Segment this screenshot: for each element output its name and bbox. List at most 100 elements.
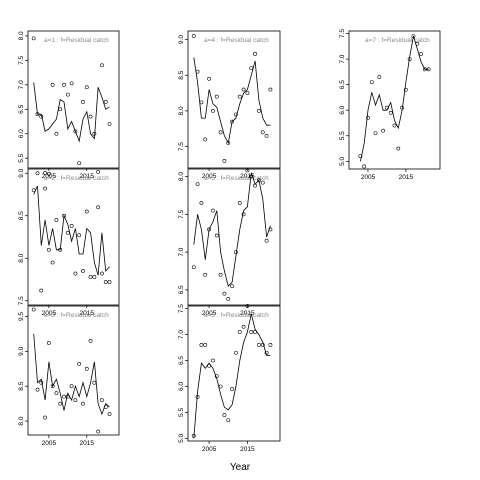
y-tick-label: 5.0 bbox=[339, 156, 346, 165]
data-point bbox=[43, 186, 47, 191]
y-tick-label: 7.5 bbox=[18, 55, 25, 64]
data-point bbox=[92, 380, 97, 385]
panel-label: a=5 : f=Residual catch bbox=[204, 175, 269, 182]
data-point bbox=[245, 168, 250, 173]
data-point bbox=[211, 208, 215, 213]
data-point bbox=[100, 271, 104, 276]
data-point bbox=[237, 330, 242, 334]
data-point bbox=[214, 94, 219, 99]
data-point bbox=[422, 67, 427, 72]
data-point bbox=[214, 233, 219, 238]
data-point bbox=[253, 51, 257, 56]
data-point bbox=[218, 130, 223, 135]
data-point bbox=[234, 350, 238, 355]
y-tick-label: 6.0 bbox=[18, 129, 25, 138]
fitted-line bbox=[33, 333, 110, 416]
y-tick-label: 7.0 bbox=[18, 80, 25, 89]
y-tick-label: 5.0 bbox=[178, 434, 185, 443]
data-point bbox=[54, 131, 59, 136]
y-tick-label: 5.5 bbox=[178, 408, 185, 417]
data-point bbox=[234, 112, 238, 117]
data-point bbox=[50, 384, 55, 389]
fitted-line bbox=[33, 82, 110, 143]
data-point bbox=[214, 374, 219, 378]
data-point bbox=[241, 324, 246, 329]
data-point bbox=[199, 100, 204, 105]
data-point bbox=[107, 280, 112, 284]
data-point bbox=[211, 109, 215, 113]
data-point bbox=[419, 52, 423, 56]
data-point bbox=[400, 105, 404, 110]
data-point bbox=[46, 341, 51, 345]
y-tick-label: 7.5 bbox=[18, 296, 25, 305]
y-tick-label: 7.0 bbox=[339, 54, 346, 63]
data-point bbox=[35, 387, 40, 392]
data-point bbox=[407, 57, 412, 62]
data-point bbox=[92, 275, 97, 279]
data-point bbox=[88, 114, 93, 119]
data-point bbox=[191, 433, 196, 438]
data-point bbox=[103, 405, 108, 410]
data-point bbox=[96, 170, 101, 174]
data-point bbox=[35, 171, 40, 176]
x-tick-label: 2015 bbox=[240, 173, 255, 180]
fitted-line bbox=[360, 35, 429, 162]
data-point bbox=[46, 171, 51, 176]
panel-6: a=6 : f=Residual catch 5.0 5.5 6.0 6.5 7.0 7.5… bbox=[178, 304, 281, 453]
data-point bbox=[241, 87, 246, 92]
data-point bbox=[241, 212, 246, 217]
fitted-line bbox=[33, 185, 110, 276]
data-point bbox=[81, 401, 85, 406]
panel-label: a=2 : f=Residual catch bbox=[44, 175, 109, 182]
x-tick-label: 2015 bbox=[80, 173, 95, 180]
x-tick-label: 2005 bbox=[42, 310, 57, 317]
data-point bbox=[39, 288, 44, 293]
panel-frame bbox=[27, 30, 120, 169]
data-point bbox=[39, 114, 44, 119]
x-tick-label: 2005 bbox=[42, 440, 57, 447]
data-point bbox=[222, 158, 227, 163]
data-point bbox=[65, 394, 70, 399]
data-point bbox=[264, 133, 269, 138]
data-point bbox=[222, 413, 227, 417]
data-point bbox=[388, 110, 393, 115]
data-point bbox=[73, 398, 78, 403]
data-point bbox=[77, 161, 82, 166]
data-point bbox=[203, 137, 208, 142]
data-point bbox=[230, 284, 234, 289]
data-point bbox=[84, 366, 89, 371]
data-point bbox=[195, 182, 200, 187]
y-tick-label: 9.0 bbox=[178, 35, 185, 44]
y-tick-label: 6.5 bbox=[18, 104, 25, 113]
data-point bbox=[264, 238, 269, 243]
data-point bbox=[195, 394, 200, 399]
data-point bbox=[50, 82, 55, 87]
data-point bbox=[230, 119, 234, 124]
data-point bbox=[362, 164, 367, 169]
data-point bbox=[230, 387, 234, 391]
data-point bbox=[77, 233, 82, 238]
y-tick-label: 7.5 bbox=[178, 209, 185, 218]
x-tick-label: 2005 bbox=[202, 446, 217, 453]
panel-3: a=3 : f=Residual catch 8.0 8.5 9.0 9.5 2005 20… bbox=[18, 305, 120, 447]
data-point bbox=[392, 123, 397, 128]
data-point bbox=[385, 105, 389, 110]
y-tick-label: 6.5 bbox=[339, 80, 346, 89]
fitted-line bbox=[193, 313, 271, 439]
x-tick-label: 2015 bbox=[80, 440, 95, 447]
y-tick-label: 6.5 bbox=[178, 285, 185, 294]
x-tick-label: 2015 bbox=[80, 310, 95, 317]
data-point bbox=[31, 36, 36, 41]
data-point bbox=[65, 230, 70, 235]
data-point bbox=[107, 122, 112, 126]
x-tick-label: 2005 bbox=[42, 173, 57, 180]
x-tick-label: 2005 bbox=[361, 174, 376, 181]
data-point bbox=[253, 330, 257, 334]
data-point bbox=[403, 87, 408, 92]
data-point bbox=[191, 34, 196, 38]
panel-frame bbox=[27, 168, 120, 306]
data-point bbox=[58, 401, 63, 406]
data-point bbox=[257, 178, 261, 183]
x-tick-label: 2015 bbox=[240, 446, 255, 453]
panel-label: a=1 : f=Residual catch bbox=[44, 37, 109, 44]
